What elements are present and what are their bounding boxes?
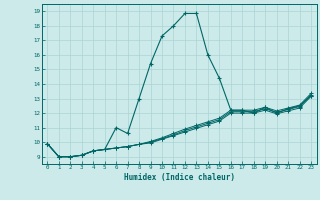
X-axis label: Humidex (Indice chaleur): Humidex (Indice chaleur) <box>124 173 235 182</box>
